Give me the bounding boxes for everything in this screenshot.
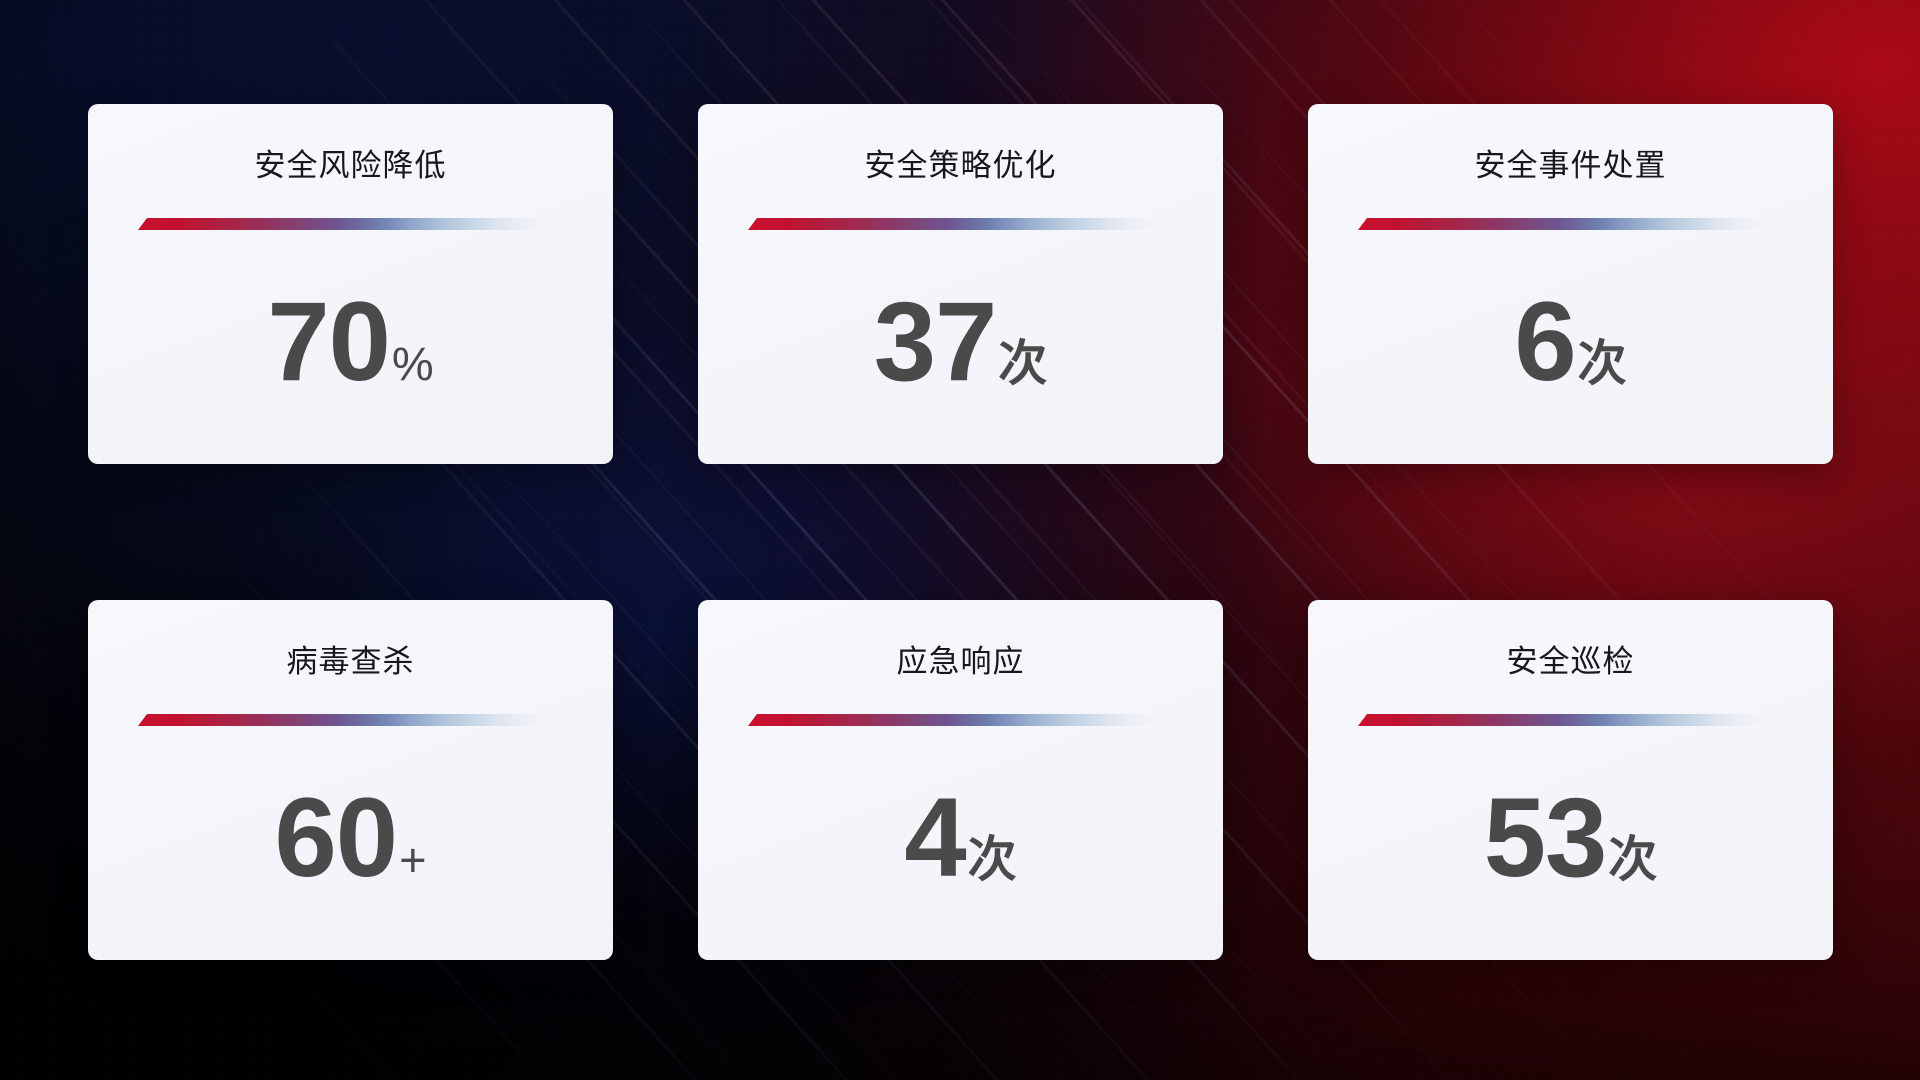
metric-accent-bar	[1358, 714, 1783, 726]
metric-card[interactable]: 安全事件处置 6次	[1308, 104, 1833, 464]
metric-value-row: 70%	[88, 286, 613, 398]
metric-value-unit: %	[391, 337, 434, 390]
metric-value: 70	[267, 279, 391, 404]
metric-value: 60	[274, 775, 398, 900]
metric-card-title: 应急响应	[896, 644, 1025, 679]
metric-value-unit: 次	[1608, 833, 1658, 887]
metric-value-row: 60+	[88, 782, 613, 894]
metric-value: 6	[1514, 279, 1576, 404]
metric-value-row: 4次	[698, 782, 1223, 894]
metric-card-title: 安全策略优化	[864, 148, 1057, 183]
accent-bar-gradient	[138, 218, 563, 230]
accent-bar-gradient	[1358, 218, 1783, 230]
metric-card[interactable]: 应急响应 4次	[698, 600, 1223, 960]
metric-card-title: 安全巡检	[1506, 644, 1635, 679]
metric-card[interactable]: 安全巡检 53次	[1308, 600, 1833, 960]
metric-accent-bar	[748, 218, 1173, 230]
metric-card-title: 安全事件处置	[1474, 148, 1667, 183]
metric-value-row: 53次	[1308, 782, 1833, 894]
accent-bar-gradient	[138, 714, 563, 726]
metric-value: 53	[1483, 775, 1608, 900]
accent-bar-gradient	[1358, 714, 1783, 726]
metric-value-unit: 次	[998, 337, 1048, 391]
metric-card-title: 病毒查杀	[286, 644, 415, 679]
metric-card[interactable]: 安全策略优化 37次	[698, 104, 1223, 464]
metric-card-grid: 安全风险降低 70% 安全策略优化 37次 安全事件处置	[88, 104, 1833, 960]
metric-accent-bar	[748, 714, 1173, 726]
metric-accent-bar	[138, 714, 563, 726]
metric-value-unit: +	[399, 833, 427, 886]
metric-card[interactable]: 病毒查杀 60+	[88, 600, 613, 960]
accent-bar-gradient	[748, 714, 1173, 726]
metric-value-row: 6次	[1308, 286, 1833, 398]
metric-card[interactable]: 安全风险降低 70%	[88, 104, 613, 464]
metric-value: 37	[873, 279, 998, 404]
accent-bar-gradient	[748, 218, 1173, 230]
metric-card-title: 安全风险降低	[254, 148, 447, 183]
metric-accent-bar	[1358, 218, 1783, 230]
metric-value: 4	[904, 775, 966, 900]
metric-value-unit: 次	[1577, 337, 1627, 391]
metric-accent-bar	[138, 218, 563, 230]
metric-value-row: 37次	[698, 286, 1223, 398]
metric-value-unit: 次	[967, 833, 1017, 887]
